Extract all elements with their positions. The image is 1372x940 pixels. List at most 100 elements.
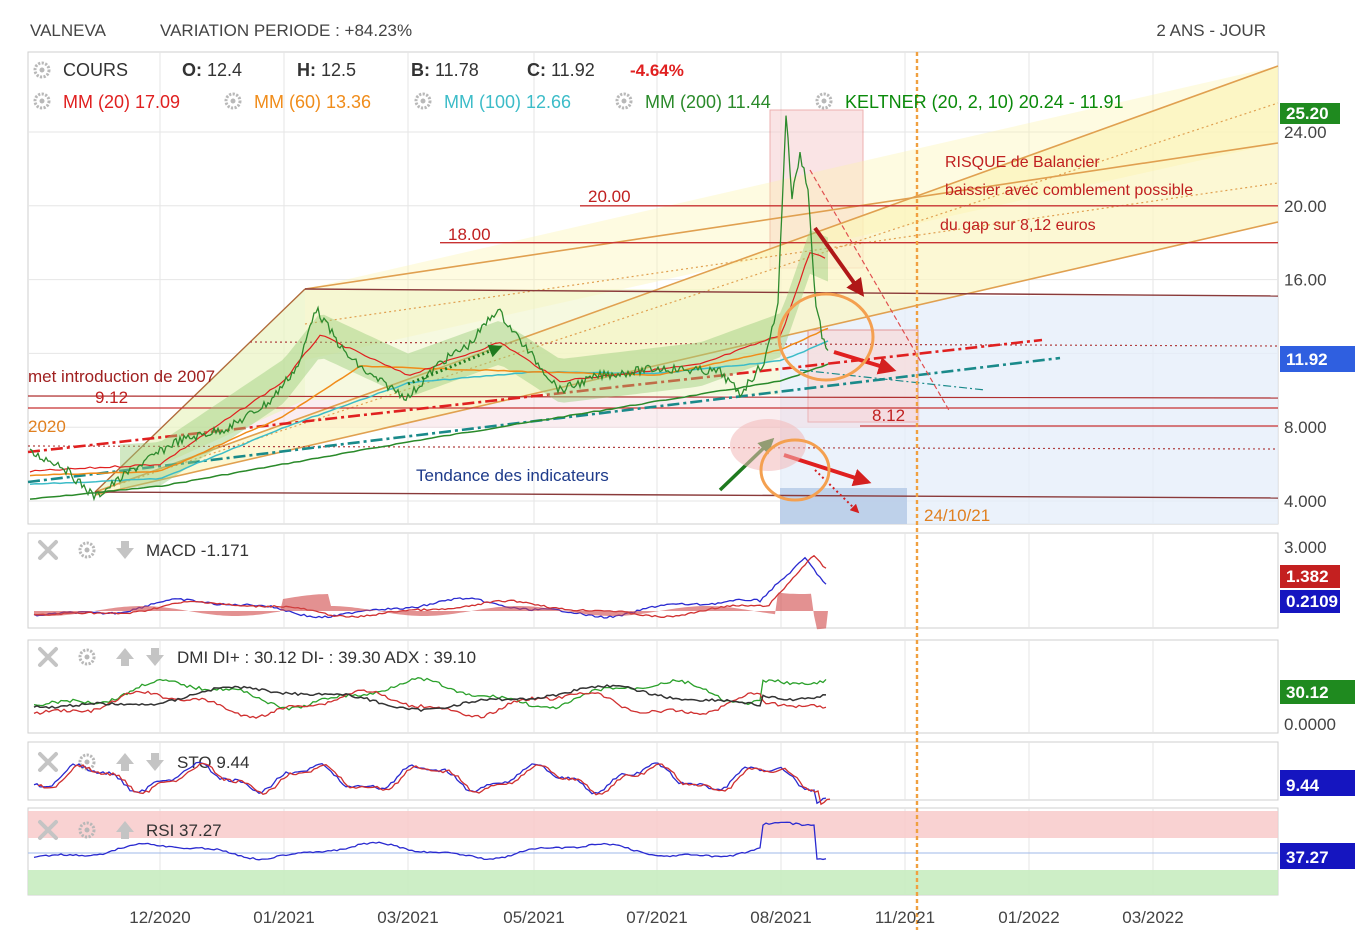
support-bottom-line <box>94 491 1279 499</box>
rsi-title: RSI 37.27 <box>146 821 222 840</box>
arrow-down-icon[interactable] <box>146 648 164 666</box>
arrow-up-icon[interactable] <box>116 821 134 839</box>
gear-icon-hub <box>39 98 45 104</box>
risk-text-3: du gap sur 8,12 euros <box>940 217 1096 234</box>
channel-dotted-line <box>304 182 1279 325</box>
ohlc-key: H: <box>297 60 316 80</box>
gear-icon[interactable] <box>815 92 833 110</box>
risk-arrow <box>813 226 865 297</box>
ohlc-value: 12.4 <box>202 60 242 80</box>
sto-d-line <box>37 762 831 806</box>
sto-panel-frame <box>27 741 1279 801</box>
ohlc-key: O: <box>182 60 202 80</box>
cours-label: COURS <box>63 60 128 80</box>
sto-badge <box>1280 770 1355 796</box>
ohlc-value: 11.78 <box>430 60 479 80</box>
level-912-label: 9.12 <box>95 388 128 407</box>
x-axis-label: 05/2021 <box>503 908 564 927</box>
channel-line <box>94 221 1279 496</box>
gear-icon-hub <box>84 827 90 833</box>
year-2020-label: 2020 <box>28 417 66 436</box>
gear-icon-hub <box>621 98 627 104</box>
rsi-oversold-zone <box>28 870 1278 895</box>
ma100-line <box>29 340 829 486</box>
macd-signal-line <box>33 554 827 618</box>
dmi-title: DMI DI+ : 30.12 DI- : 39.30 ADX : 39.10 <box>177 648 476 667</box>
change-percent: -4.64% <box>630 61 684 80</box>
price-tick: 24.00 <box>1284 123 1327 142</box>
highlight-blob <box>730 419 806 471</box>
close-icon[interactable] <box>38 752 58 772</box>
price-tick: 4.000 <box>1284 492 1327 511</box>
gear-icon[interactable] <box>78 821 96 839</box>
timeframe-label[interactable]: 2 ANS - JOUR <box>1156 21 1266 40</box>
macd-title: MACD -1.171 <box>146 541 249 560</box>
level-912-line <box>27 395 1279 399</box>
price-high-badge <box>1280 103 1340 124</box>
macd-tick: 3.000 <box>1284 538 1327 557</box>
gap-zone-blue <box>780 488 907 524</box>
gear-icon-hub <box>821 98 827 104</box>
rsi-badge <box>1280 843 1355 869</box>
di-minus-line <box>33 689 827 719</box>
risk-text-2: baissier avec comblement possible <box>945 182 1193 199</box>
ohlc-key: B: <box>411 60 430 80</box>
macd-value-badge <box>1280 590 1340 613</box>
gear-icon[interactable] <box>224 92 242 110</box>
symbol-title: VALNEVA <box>30 21 106 40</box>
dmi-tick: 0.0000 <box>1284 715 1336 734</box>
close-icon[interactable] <box>38 540 58 560</box>
channel-line <box>94 65 1279 493</box>
price-line <box>29 115 829 502</box>
gear-icon-hub <box>420 98 426 104</box>
x-axis-label: 11/2021 <box>875 908 935 927</box>
price-last-value: 11.92 <box>1286 350 1328 369</box>
arrow-down-icon[interactable] <box>116 541 134 559</box>
gear-icon-hub <box>84 759 90 765</box>
x-axis-label: 12/2020 <box>129 908 190 927</box>
arrow-down-icon[interactable] <box>146 753 164 771</box>
date-marker-label: 24/10/21 <box>924 506 990 525</box>
macd-line <box>33 556 827 619</box>
ma20-line <box>29 251 826 473</box>
gear-icon[interactable] <box>33 92 51 110</box>
x-axis-label: 03/2021 <box>377 908 438 927</box>
rsi-value: 37.27 <box>1286 848 1329 867</box>
macd-histogram <box>34 592 828 630</box>
arrow-up-icon[interactable] <box>116 753 134 771</box>
indicator-3: MM (200) 11.44 <box>645 92 771 112</box>
close-icon[interactable] <box>38 647 58 667</box>
gear-icon[interactable] <box>414 92 432 110</box>
dotted-arrow-gap <box>814 469 860 514</box>
dotted-arrow-green <box>407 344 503 386</box>
macd-signal-badge <box>1280 565 1340 588</box>
x-axis-label: 03/2022 <box>1122 908 1183 927</box>
indicator-1: MM (60) 13.36 <box>254 92 371 112</box>
gear-icon[interactable] <box>78 541 96 559</box>
adx-line <box>33 684 827 713</box>
level-812-label: 8.12 <box>872 406 905 425</box>
rsi-line <box>33 821 827 861</box>
circle-price <box>777 292 875 382</box>
price-tick: 16.00 <box>1284 271 1327 290</box>
indicator-2: MM (100) 12.66 <box>444 92 571 112</box>
gear-icon[interactable] <box>615 92 633 110</box>
close-icon[interactable] <box>38 820 58 840</box>
di-plus-line <box>33 677 827 711</box>
gear-icon-hub <box>84 654 90 660</box>
x-axis-label: 01/2022 <box>998 908 1059 927</box>
gear-icon-hub <box>84 547 90 553</box>
macd-signal-value: 1.382 <box>1286 567 1329 586</box>
teal-trendline-short <box>799 369 986 391</box>
gear-icon[interactable] <box>78 648 96 666</box>
sto-title: STO 9.44 <box>177 753 249 772</box>
triangle-edge <box>94 288 306 493</box>
level-18-label: 18.00 <box>448 225 491 244</box>
level-20-label: 20.00 <box>588 187 631 206</box>
gear-icon[interactable] <box>33 61 51 79</box>
arrow-up-icon[interactable] <box>116 648 134 666</box>
gear-icon-hub <box>230 98 236 104</box>
ohlc-1: H: 12.5 <box>297 60 356 80</box>
